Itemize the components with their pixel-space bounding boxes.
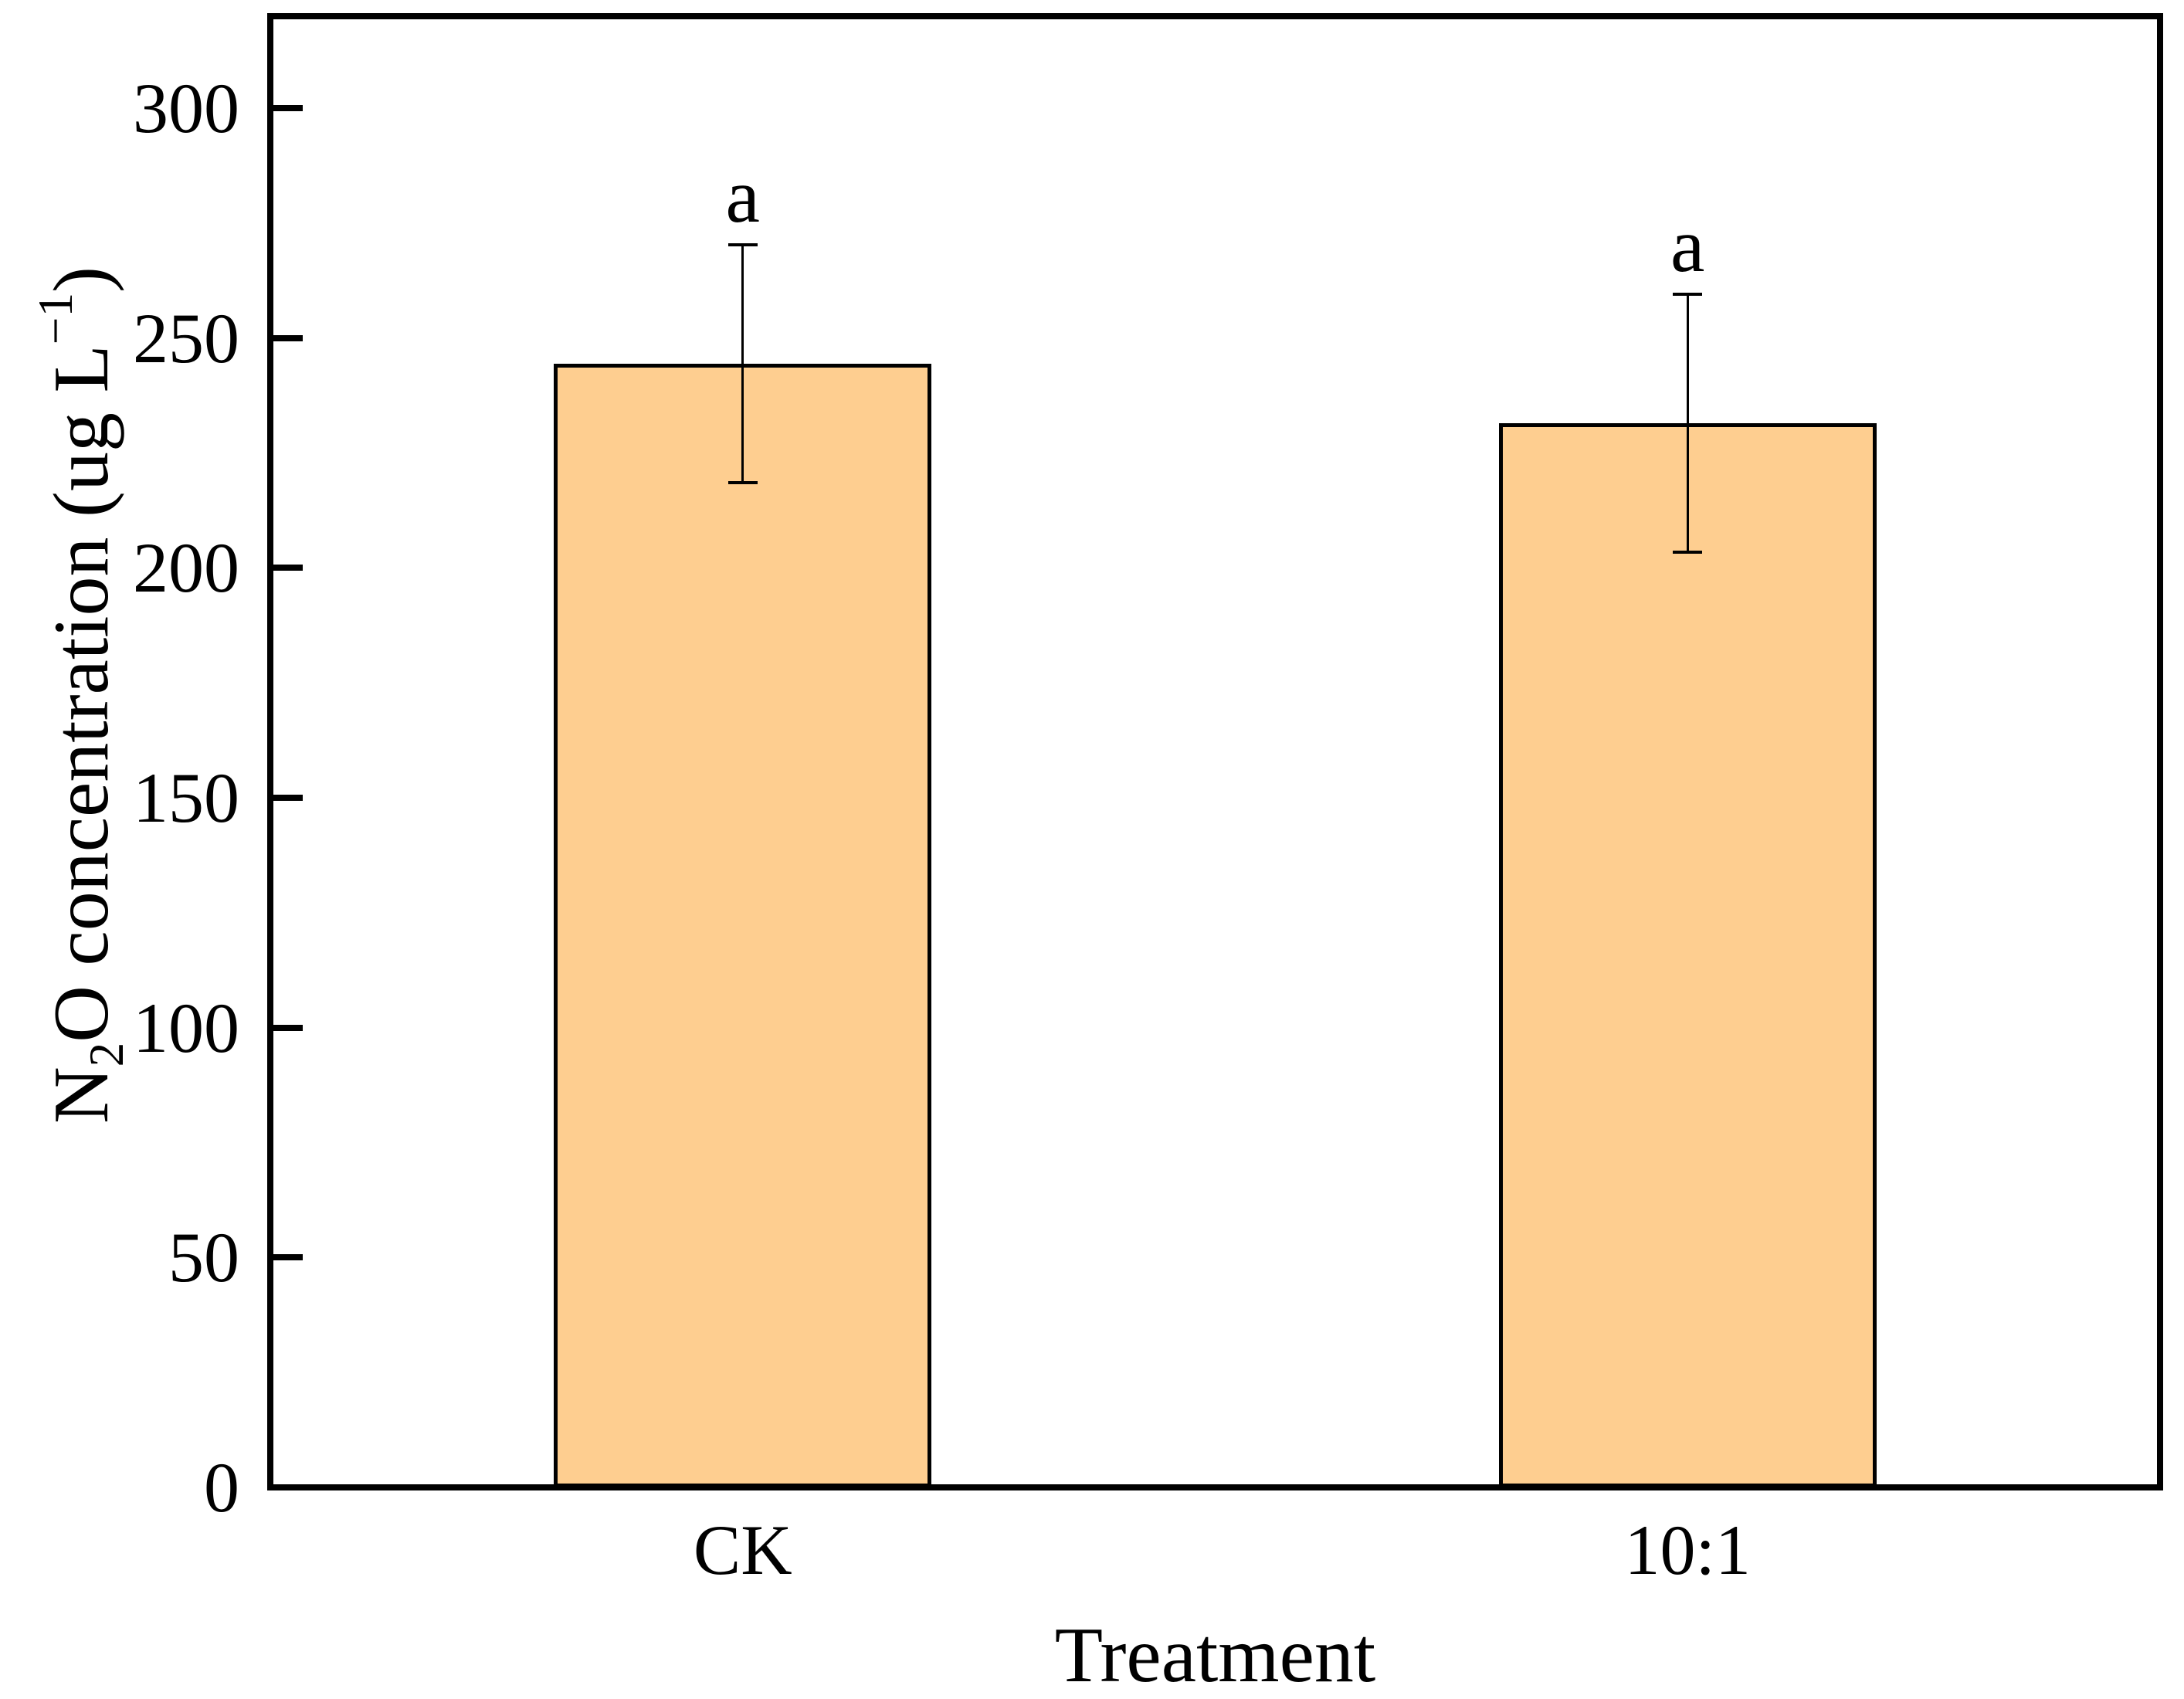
- y-axis-title-pre: N: [38, 1067, 126, 1124]
- error-bar-bottom-cap-ck: [727, 480, 758, 484]
- y-axis-tick-label-150: 150: [133, 758, 239, 838]
- y-axis-tick-label-0: 0: [204, 1448, 239, 1527]
- error-bar-bottom-cap-10-1: [1673, 550, 1703, 554]
- significance-letter-10-1: a: [1670, 202, 1705, 289]
- y-axis-tick-label-100: 100: [133, 988, 239, 1067]
- y-axis-title-mid: O concentration (ug L: [38, 344, 126, 1043]
- bar-ck: [554, 364, 932, 1487]
- x-axis-tick-label-ck: CK: [693, 1511, 792, 1589]
- y-axis-title-post: ): [38, 266, 126, 293]
- error-bar-line-10-1: [1686, 294, 1689, 552]
- y-axis-tick-label-50: 50: [168, 1218, 239, 1297]
- y-axis-tick-200: [270, 565, 303, 571]
- y-axis-tick-100: [270, 1024, 303, 1031]
- x-axis-title: Treatment: [1054, 1612, 1376, 1699]
- x-axis-tick-label-10-1: 10:1: [1624, 1511, 1752, 1589]
- y-axis-tick-label-300: 300: [133, 69, 239, 148]
- y-axis-tick-label-200: 200: [133, 528, 239, 608]
- y-axis-tick-50: [270, 1254, 303, 1261]
- y-axis-tick-0: [270, 1484, 303, 1490]
- error-bar-line-ck: [741, 245, 744, 483]
- y-axis-tick-150: [270, 795, 303, 802]
- y-axis-tick-300: [270, 105, 303, 112]
- y-axis-tick-label-250: 250: [133, 298, 239, 378]
- plot-frame: [267, 13, 2163, 1490]
- error-bar-top-cap-ck: [727, 243, 758, 247]
- error-bar-top-cap-10-1: [1673, 293, 1703, 297]
- y-axis-tick-250: [270, 334, 303, 341]
- bar-10-1: [1498, 422, 1877, 1487]
- significance-letter-ck: a: [725, 153, 760, 239]
